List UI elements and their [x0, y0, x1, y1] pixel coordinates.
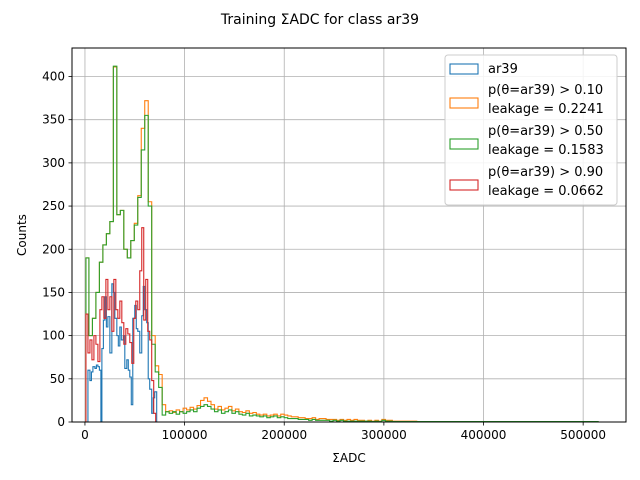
y-tick-label: 100: [42, 329, 65, 343]
grid: [72, 48, 626, 423]
legend-swatch: [449, 179, 479, 191]
y-tick-label: 400: [42, 70, 65, 84]
y-tick-label: 150: [42, 285, 65, 299]
legend-swatch: [449, 63, 479, 75]
y-tick-label: 200: [42, 242, 65, 256]
x-tick-label: 100000: [162, 428, 208, 442]
x-tick-label: 0: [81, 428, 89, 442]
x-tick-label: 200000: [261, 428, 307, 442]
y-tick-label: 250: [42, 199, 65, 213]
x-tick-label: 500000: [560, 428, 606, 442]
legend-swatch: [449, 138, 479, 150]
histogram-step-series-0: [85, 283, 158, 423]
y-tick-label: 0: [57, 415, 65, 429]
x-axis-ticks: 0 100000 200000 300000 400000 500000: [81, 422, 606, 442]
legend: ar39 p(θ=ar39) > 0.10 leakage = 0.2241 p(θ=…: [444, 54, 618, 206]
y-axis-label: Counts: [15, 214, 29, 256]
x-tick-label: 400000: [461, 428, 507, 442]
legend-leakage: leakage = 0.1583: [488, 143, 604, 158]
y-tick-label: 300: [42, 156, 65, 170]
chart-title: Training ΣADC for class ar39: [220, 12, 419, 28]
x-axis-label: ΣADC: [332, 451, 365, 465]
y-axis-ticks: 0 50 100 150 200 250 300 350 400: [42, 70, 72, 429]
y-tick-label: 350: [42, 113, 65, 127]
legend-label: p(θ=ar39) > 0.10: [488, 83, 603, 98]
legend-label: p(θ=ar39) > 0.50: [488, 124, 603, 139]
axes-frame: [71, 47, 627, 423]
legend-leakage: leakage = 0.2241: [488, 102, 604, 117]
legend-leakage: leakage = 0.0662: [488, 184, 604, 199]
legend-swatch: [449, 97, 479, 109]
legend-label: p(θ=ar39) > 0.90: [488, 165, 603, 180]
legend-box: [444, 54, 618, 206]
x-tick-label: 300000: [361, 428, 407, 442]
y-tick-label: 50: [50, 372, 65, 386]
histogram-step-series-3: [85, 227, 157, 422]
legend-label: ar39: [488, 62, 518, 77]
